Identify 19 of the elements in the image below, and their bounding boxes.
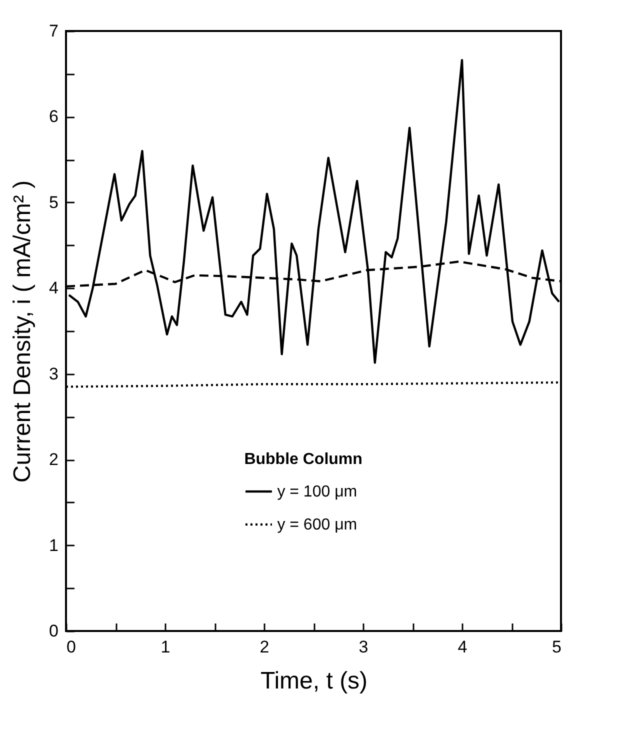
legend-title: Bubble Column (244, 451, 362, 468)
legend-label: y = 100 μm (277, 484, 358, 500)
x-axis-title: Time, t (s) (260, 668, 368, 694)
y-axis-title: Current Density, i ( mA/cm² ) (9, 180, 36, 483)
y-tick-label: 7 (49, 22, 58, 40)
y-tick-label: 3 (49, 364, 58, 384)
y-tick-label: 0 (49, 622, 58, 640)
x-tick-label: 2 (260, 638, 270, 656)
y-tick-label: 2 (49, 450, 58, 470)
x-tick-label: 0 (66, 638, 76, 656)
x-tick-label: 3 (358, 638, 368, 656)
x-tick-label: 1 (160, 638, 170, 656)
y-tick-label: 6 (49, 107, 58, 126)
y-tick-label: 4 (49, 278, 58, 298)
y-tick-label: 5 (49, 192, 58, 212)
x-tick-label: 4 (458, 638, 468, 656)
legend-label: y = 600 μm (277, 516, 358, 534)
x-tick-label: 5 (552, 638, 562, 656)
y-tick-label: 1 (49, 536, 58, 555)
